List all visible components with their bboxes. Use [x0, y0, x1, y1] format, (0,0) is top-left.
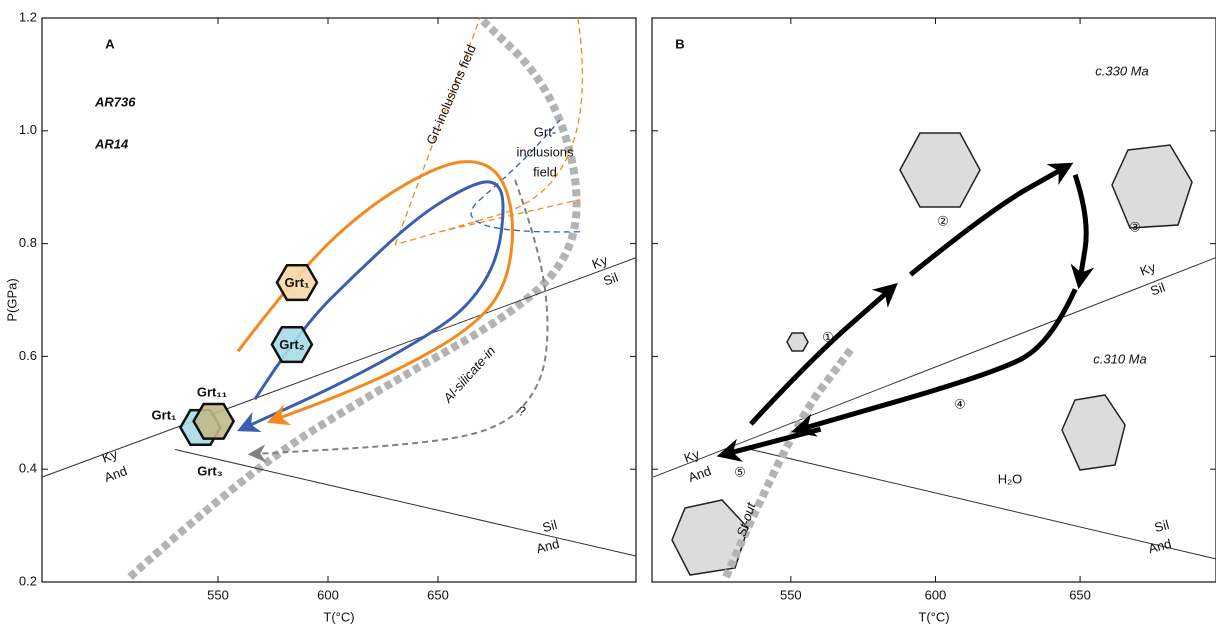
annotation: And [686, 463, 713, 485]
x-tick-label: 600 [317, 587, 339, 602]
garnet [192, 402, 236, 440]
y-tick-label: 1.0 [19, 122, 37, 137]
garnet [275, 263, 319, 302]
x-axis-label: T(°C) [918, 609, 949, 624]
x-tick-label: 600 [925, 587, 947, 602]
x-tick-label: 650 [427, 587, 449, 602]
reaction-line [1070, 174, 1095, 290]
annotation: St-out [733, 500, 758, 539]
garnet [270, 325, 314, 364]
annotation: c.310 Ma [1093, 351, 1146, 366]
y-tick-label: 0.8 [19, 235, 37, 250]
annotation: ? [518, 403, 526, 418]
reaction-line [908, 162, 1074, 277]
annotation: And [1147, 536, 1173, 556]
legend-entry: AR14 [94, 136, 129, 151]
annotation: c.330 Ma [1095, 63, 1148, 78]
reaction-line [722, 347, 854, 579]
reaction-line [174, 448, 637, 557]
annotation: Grt- [534, 124, 556, 139]
annotation: Grt₁ [152, 407, 177, 422]
annotation: Ky [682, 446, 702, 465]
garnet-label: Grt₁ [285, 275, 310, 290]
annotation: And [102, 463, 129, 485]
pt-path [237, 180, 505, 432]
x-tick-label: 550 [780, 587, 802, 602]
annotation: Sil [541, 517, 559, 535]
reaction-line [749, 282, 898, 426]
reaction-line [394, 17, 584, 246]
x-tick-label: 550 [207, 587, 229, 602]
panel: 550 600 650 0.2 0.4 0.6 0.8 1.0 1.2 T(°C) P(GPa) AR… [4, 9, 637, 624]
reaction-line [716, 426, 822, 462]
annotation: Grt-inclusions field [423, 42, 479, 146]
reaction-line [791, 288, 1078, 437]
pt-path [236, 160, 515, 426]
plot-frame [651, 17, 1216, 583]
annotation: ⑤ [734, 464, 746, 479]
annotation: Ky [100, 446, 120, 465]
reaction-line [750, 448, 1216, 560]
annotation: field [533, 164, 557, 179]
annotation: ③ [1129, 219, 1141, 234]
annotation: Sil [1148, 279, 1167, 298]
garnet-grain [1061, 394, 1126, 471]
legend-entry: AR736 [94, 94, 136, 109]
garnet-grain [671, 499, 749, 576]
small-garnet [786, 332, 809, 352]
garnet-label: Grt₂ [279, 337, 305, 352]
x-axis-label: T(°C) [323, 609, 354, 624]
reaction-line [394, 17, 481, 245]
y-tick-label: 0.2 [19, 573, 37, 588]
y-tick-label: 1.2 [19, 9, 37, 24]
y-axis-label: P(GPa) [4, 278, 19, 321]
annotation: ② [937, 213, 949, 228]
annotation: Sil [601, 269, 620, 288]
annotation: Ky [590, 252, 610, 271]
annotation: Grt₁₁ [197, 384, 227, 399]
annotation: A [105, 36, 115, 51]
reaction-line [470, 119, 580, 233]
reaction-line [439, 198, 581, 233]
panel: 550 600 650 T(°C) Bc.330 Ma c.310 Ma ① ② ③ ④ ⑤ H₂O K… [651, 17, 1216, 624]
plot-frame [41, 17, 637, 583]
y-tick-label: 0.6 [19, 348, 37, 363]
annotation: Grt₃ [197, 463, 223, 478]
annotation: H₂O [998, 471, 1023, 486]
annotation: Ky [1138, 259, 1158, 278]
annotation: Sil [1153, 517, 1171, 535]
reaction-line [127, 15, 581, 580]
annotation: inclusions [516, 144, 574, 159]
garnet-grain [1111, 144, 1193, 229]
annotation: ① [822, 329, 834, 344]
reaction-line [652, 257, 1216, 478]
garnet-grain [899, 132, 981, 208]
grain-illustrations [671, 132, 1193, 576]
reaction-line [41, 257, 637, 478]
annotation: B [675, 36, 684, 51]
x-tick-label: 650 [1069, 587, 1091, 602]
y-tick-label: 0.4 [19, 461, 37, 476]
annotation: ④ [954, 396, 966, 411]
annotation: And [535, 536, 561, 556]
